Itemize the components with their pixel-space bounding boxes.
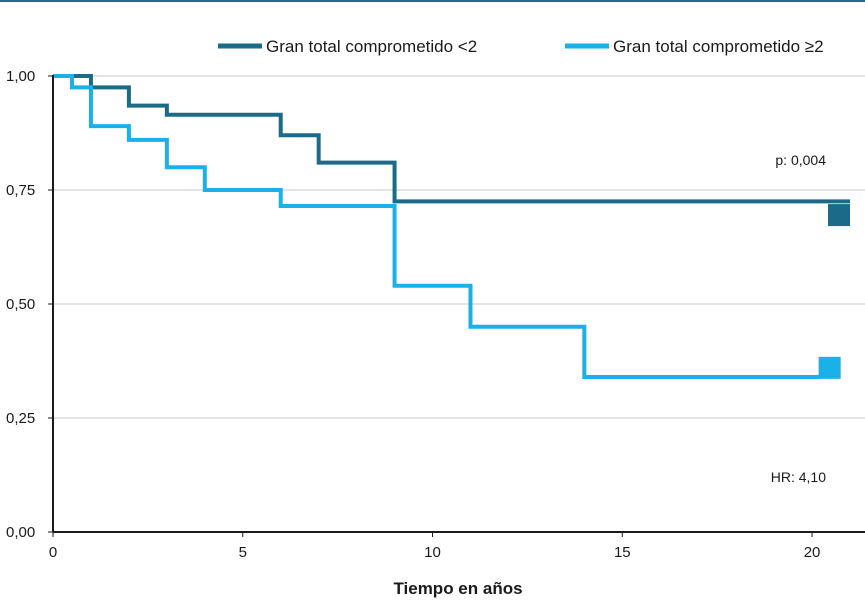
p-value-annotation: p: 0,004	[775, 152, 826, 168]
series-line-1	[53, 74, 820, 379]
y-tick-label: 0,75	[6, 182, 35, 199]
x-tick-label: 10	[424, 544, 441, 561]
series-layer	[53, 74, 850, 379]
grid-lines	[53, 75, 865, 419]
tick-labels: 0,00 0,25 0,50 0,75 1,00 0 5 10 15 20	[6, 68, 820, 561]
legend-label: Gran total comprometido ≥2	[613, 37, 824, 56]
legend: Gran total comprometido <2 Gran total com…	[218, 37, 824, 56]
top-rule	[0, 0, 865, 2]
y-tick-label: 0,25	[6, 410, 35, 427]
hr-annotation: HR: 4,10	[771, 469, 826, 485]
y-tick-label: 0,00	[6, 524, 35, 541]
series-end-marker-1	[818, 356, 841, 379]
x-tick-label: 20	[804, 544, 821, 561]
y-tick-label: 0,50	[6, 296, 35, 313]
x-axis-label: Tiempo en años	[393, 579, 522, 598]
series-line-0	[53, 74, 850, 204]
series-end-marker-0	[828, 204, 850, 227]
x-tick-label: 0	[49, 544, 57, 561]
y-tick-label: 1,00	[6, 68, 35, 85]
x-tick-label: 15	[614, 544, 631, 561]
legend-label: Gran total comprometido <2	[266, 37, 477, 56]
x-tick-label: 5	[239, 544, 247, 561]
